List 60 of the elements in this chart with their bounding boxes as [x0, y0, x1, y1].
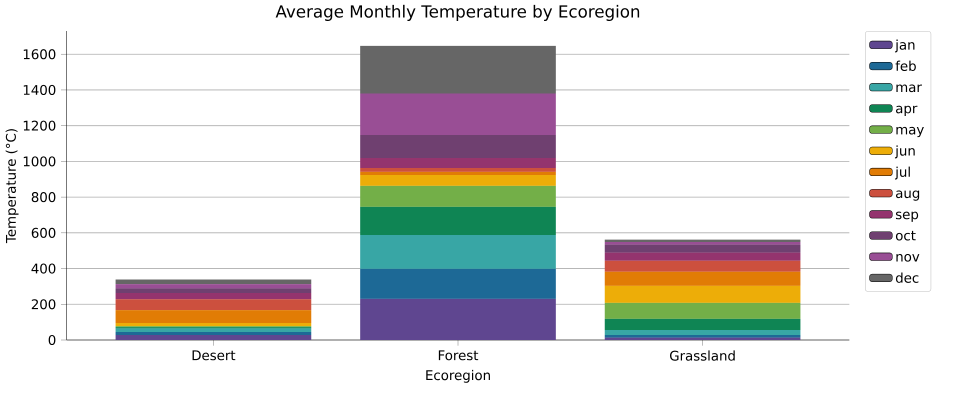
- bar: [360, 94, 556, 135]
- y-tick-label: 600: [32, 228, 56, 238]
- legend-label: may: [896, 126, 924, 138]
- legend-label: jan: [894, 39, 914, 52]
- x-tick-label: Grassland: [670, 350, 735, 361]
- bar: [116, 310, 312, 324]
- legend-label: nov: [896, 254, 920, 262]
- legend-label: jun: [894, 145, 915, 158]
- bar: [116, 323, 312, 326]
- chart-title: Average Monthly Temperature by Ecoregion: [276, 4, 640, 21]
- y-tick-label: 1200: [24, 120, 56, 131]
- bar: [604, 252, 800, 261]
- bar: [604, 318, 800, 330]
- legend-label: oct: [896, 230, 916, 240]
- bar: [604, 335, 800, 338]
- legend-label: aug: [896, 190, 920, 201]
- legend-label: jul: [894, 166, 910, 180]
- bar: [360, 234, 556, 269]
- bar: [116, 279, 312, 284]
- bar: [116, 288, 312, 294]
- bar: [360, 158, 556, 168]
- bar: [116, 328, 312, 332]
- legend-label: apr: [896, 106, 918, 116]
- bar: [360, 168, 556, 172]
- x-tick-label: Forest: [438, 350, 478, 360]
- legend-label: dec: [896, 272, 918, 283]
- bar: [116, 299, 312, 310]
- bar: [604, 244, 800, 253]
- bar: [116, 332, 312, 335]
- bar: [360, 46, 556, 94]
- y-axis-title: Temperature (°C): [6, 129, 19, 244]
- bar: [604, 260, 800, 272]
- legend-label: sep: [896, 212, 918, 222]
- bar: [604, 302, 800, 319]
- x-axis-title: Ecoregion: [426, 370, 490, 383]
- y-tick-label: 200: [32, 299, 56, 310]
- bar: [116, 293, 312, 300]
- bar: [360, 134, 556, 158]
- y-tick-label: 1000: [24, 156, 56, 166]
- y-tick-label: 1600: [24, 49, 56, 60]
- bar: [360, 172, 556, 175]
- bar: [360, 298, 556, 340]
- y-tick-label: 400: [31, 264, 56, 274]
- bar: [116, 335, 312, 340]
- bar: [360, 186, 556, 207]
- bar: [604, 338, 800, 340]
- y-tick-label: 800: [32, 192, 56, 202]
- bar: [360, 206, 556, 235]
- x-tick-label: Desert: [192, 350, 236, 360]
- bar: [604, 242, 800, 245]
- bar: [604, 286, 800, 303]
- y-tick-label: 1400: [24, 84, 56, 95]
- bar: [360, 174, 556, 186]
- legend-label: mar: [896, 84, 922, 92]
- bar: [604, 330, 800, 335]
- y-tick-label: 0: [48, 334, 56, 346]
- bar: [360, 268, 556, 299]
- legend-label: feb: [896, 60, 916, 71]
- bar: [116, 284, 312, 288]
- bar: [604, 272, 800, 286]
